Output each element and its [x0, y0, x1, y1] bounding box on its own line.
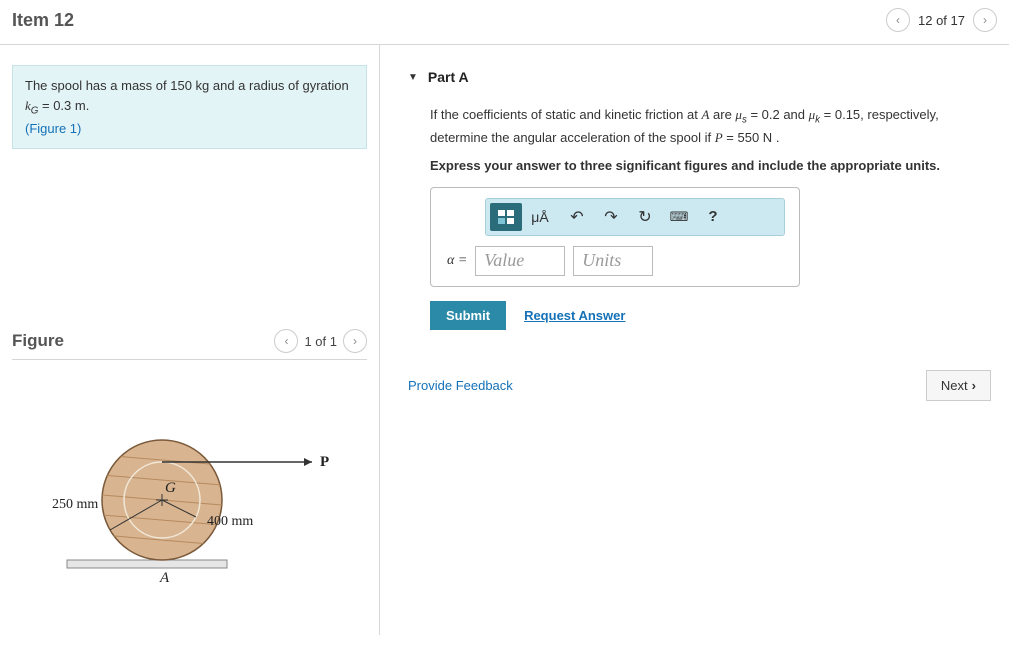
question-text: If the coefficients of static and kineti… — [430, 105, 991, 148]
inner-radius-label: 250 mm — [52, 497, 98, 512]
item-position: 12 of 17 — [918, 13, 965, 28]
figure-title: Figure — [12, 331, 64, 351]
item-nav: ‹ 12 of 17 › — [886, 8, 997, 32]
problem-statement: The spool has a mass of 150 kg and a rad… — [12, 65, 367, 149]
item-title: Item 12 — [12, 10, 74, 31]
figure-position: 1 of 1 — [304, 334, 337, 349]
next-item-button[interactable]: › — [973, 8, 997, 32]
contact-label: A — [159, 570, 170, 586]
next-button[interactable]: Next› — [926, 370, 991, 401]
prev-item-button[interactable]: ‹ — [886, 8, 910, 32]
keyboard-button[interactable]: ⌨ — [663, 203, 695, 231]
templates-button[interactable] — [490, 203, 522, 231]
part-a-header[interactable]: ▼ Part A — [408, 65, 991, 93]
answer-toolbar: μÅ ↶ ↷ ↻ ⌨ ? — [485, 198, 785, 236]
redo-button[interactable]: ↷ — [595, 203, 627, 231]
outer-radius-label: 400 mm — [207, 514, 253, 529]
instruction-text: Express your answer to three significant… — [430, 158, 991, 173]
prev-figure-button[interactable]: ‹ — [274, 329, 298, 353]
part-a-label: Part A — [428, 69, 469, 85]
units-symbols-button[interactable]: μÅ — [524, 203, 556, 231]
units-input[interactable]: Units — [573, 246, 653, 276]
undo-button[interactable]: ↶ — [561, 203, 593, 231]
force-label: P — [320, 454, 329, 470]
help-button[interactable]: ? — [697, 203, 729, 231]
figure-link[interactable]: (Figure 1) — [25, 121, 81, 136]
spool-figure: G A P 250 mm 400 mm — [12, 400, 352, 600]
next-figure-button[interactable]: › — [343, 329, 367, 353]
center-label: G — [165, 480, 176, 496]
request-answer-link[interactable]: Request Answer — [524, 308, 625, 323]
value-input[interactable]: Value — [475, 246, 565, 276]
submit-button[interactable]: Submit — [430, 301, 506, 330]
answer-box: μÅ ↶ ↷ ↻ ⌨ ? α = Value Units — [430, 187, 800, 287]
alpha-label: α = — [441, 253, 467, 269]
reset-button[interactable]: ↻ — [629, 203, 661, 231]
figure-nav: ‹ 1 of 1 › — [274, 329, 367, 353]
collapse-icon: ▼ — [408, 72, 418, 83]
provide-feedback-link[interactable]: Provide Feedback — [408, 378, 513, 393]
